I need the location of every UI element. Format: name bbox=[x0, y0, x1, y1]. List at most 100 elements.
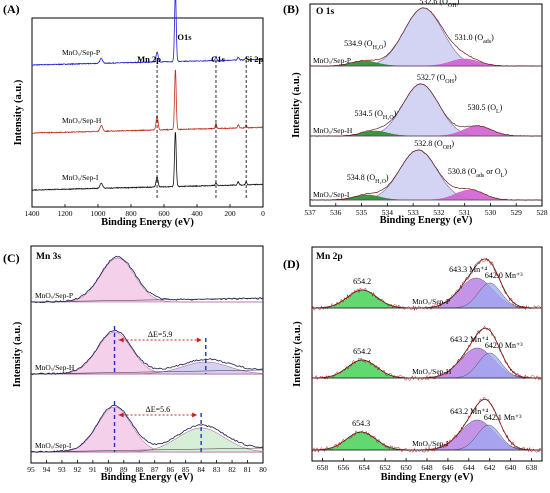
panel-a-peak-label-si2p: Si 2p bbox=[245, 54, 263, 64]
panel-c-xtick-label: 88 bbox=[136, 465, 144, 474]
panel-d-xtick-label: 654 bbox=[359, 463, 371, 472]
panel-a-xtick-label: 1200 bbox=[58, 209, 73, 218]
panel-b-ylabel: Intensity (a.u.) bbox=[291, 72, 302, 138]
panel-b-sample-label: MnOₓ/Sep-I bbox=[313, 190, 350, 199]
panel-c-xtick-label: 90 bbox=[105, 465, 113, 474]
panel-b-peak-label-oh: 532.6 (OOH) bbox=[419, 0, 459, 9]
panel-a-xtick-label: 1400 bbox=[25, 209, 40, 218]
panel-b-peak-label-oh: 532.8 (OOH) bbox=[414, 139, 454, 151]
panel-a: (A) 1400 1200 1000 800 600 400 200 0 Binding Ener… bbox=[3, 0, 265, 228]
panel-d-peak-label-mn3: 642.0 Mn⁺³ bbox=[485, 271, 523, 280]
panel-a-xtick-label: 800 bbox=[125, 209, 137, 218]
panel-a-xtick-label: 0 bbox=[261, 209, 265, 218]
panel-c-xtick-label: 86 bbox=[166, 465, 174, 474]
panel-c-xtick-label: 82 bbox=[228, 465, 236, 474]
panel-c-sample-label: MnOₓ/Sep-P bbox=[35, 291, 73, 300]
panel-c-xtick-label: 89 bbox=[120, 465, 128, 474]
panel-c-xtick-label: 94 bbox=[43, 465, 51, 474]
panel-c-delta-label: ΔE=5.9 bbox=[148, 330, 173, 339]
panel-d-sample-label: MnOₓ/Sep-P bbox=[412, 297, 450, 306]
panel-a-peak-label-o1s: O1s bbox=[177, 32, 192, 42]
panel-b-xtick-label: 533 bbox=[407, 208, 419, 217]
panel-a-series-line bbox=[31, 131, 264, 192]
panel-a-peak-label-c1s: C1s bbox=[211, 54, 225, 64]
panel-d-peak-label-654: 654.2 bbox=[353, 347, 371, 356]
panel-d-peak-label-mn4: 643.3 Mn⁺⁴ bbox=[449, 265, 487, 274]
panel-b-xtick-label: 535 bbox=[356, 208, 368, 217]
panel-c-xtick-label: 92 bbox=[74, 465, 82, 474]
panel-b-peak-label-low: 531.0 (Oads) bbox=[455, 33, 494, 45]
panel-c-label: (C) bbox=[3, 251, 20, 265]
panel-b-envelope-line bbox=[309, 149, 543, 201]
panel-b-xtick-label: 528 bbox=[536, 208, 548, 217]
panel-b-peak-label-h2o: 534.8 (OH₂O) bbox=[347, 173, 389, 185]
panel-b-xtick-label: 529 bbox=[511, 208, 523, 217]
panel-b-xtick-label: 531 bbox=[459, 208, 471, 217]
panel-d-xtick-label: 644 bbox=[463, 463, 475, 472]
panel-d-xtick-label: 650 bbox=[400, 463, 412, 472]
panel-d-raw-line bbox=[311, 397, 542, 453]
panel-d-sample-label: MnOₓ/Sep-H bbox=[412, 367, 452, 376]
panel-d-title: Mn 2p bbox=[316, 252, 343, 262]
panel-b-peak-label-oh: 532.7 (OOH) bbox=[417, 73, 457, 85]
panel-c-baseline bbox=[30, 297, 264, 303]
panel-c-xtick-label: 83 bbox=[213, 465, 221, 474]
panel-c-xtick-label: 87 bbox=[151, 465, 159, 474]
panel-c-ylabel: Intensity (a.u.) bbox=[12, 321, 23, 387]
panel-d-raw-line bbox=[311, 325, 542, 382]
panel-d-peak-label-mn3: 642.0 Mn⁺³ bbox=[485, 341, 523, 350]
panel-a-ylabel: Intensity (a.u.) bbox=[13, 79, 24, 145]
panel-a-legend-label: MnOₓ/Sep-I bbox=[62, 173, 99, 182]
panel-b-xlabel: Binding Energy (eV) bbox=[380, 215, 473, 226]
panel-c-title: Mn 3s bbox=[36, 252, 61, 262]
panel-a-label: (A) bbox=[3, 2, 20, 16]
panel-d-xtick-label: 642 bbox=[484, 463, 496, 472]
panel-c-xlabel: Binding Energy (eV) bbox=[101, 472, 194, 483]
panel-b-label: (B) bbox=[283, 2, 299, 16]
panel-c-xtick-label: 91 bbox=[89, 465, 97, 474]
panel-c-xtick-label: 95 bbox=[27, 465, 35, 474]
panel-b-sample-label: MnOₓ/Sep-H bbox=[313, 126, 353, 135]
panel-c-frame bbox=[30, 245, 264, 464]
panel-c-xtick-label: 84 bbox=[197, 465, 205, 474]
panel-b-title: O 1s bbox=[316, 7, 335, 17]
panel-d-xtick-label: 652 bbox=[380, 463, 392, 472]
panel-d-ylabel: Intensity (a.u.) bbox=[292, 321, 303, 387]
panel-a-series-line bbox=[31, 69, 264, 134]
panel-a-frame bbox=[31, 17, 264, 208]
panel-c-xtick-label: 81 bbox=[244, 465, 252, 474]
panel-d-peak-label-654: 654.2 bbox=[353, 277, 371, 286]
panel-a-xlabel: Binding Energy (eV) bbox=[101, 217, 194, 228]
panel-d-xtick-label: 656 bbox=[338, 463, 350, 472]
panel-b-sample-label: MnOₓ/Sep-P bbox=[313, 56, 351, 65]
panel-c: (C) Mn 3s 95 94 93 92 91 90 89 88 87 86 85 84 83 82 81 80… bbox=[3, 245, 267, 483]
panel-b-peak-label-h2o: 534.9 (OH₂O) bbox=[344, 39, 386, 51]
panel-b-xtick-label: 536 bbox=[330, 208, 342, 217]
panel-c-xtick-label: 85 bbox=[182, 465, 190, 474]
panel-d-peak-label-654: 654.3 bbox=[352, 419, 370, 428]
panel-b-xtick-label: 530 bbox=[485, 208, 497, 217]
panel-c-arrow-head bbox=[192, 412, 198, 418]
panel-c-arrow-head bbox=[118, 337, 124, 343]
panel-d-peak-label-mn4: 643.2 Mn⁺⁴ bbox=[450, 335, 488, 344]
panel-d-xtick-label: 658 bbox=[317, 463, 329, 472]
panel-a-xtick-label: 200 bbox=[224, 209, 236, 218]
panel-a-series-line bbox=[31, 0, 264, 66]
panel-c-xtick-label: 80 bbox=[259, 465, 267, 474]
panel-c-envelope-line bbox=[31, 404, 264, 454]
panel-c-sample-label: MnOₓ/Sep-I bbox=[35, 441, 72, 450]
panel-c-arrow-head bbox=[118, 412, 124, 418]
panel-d-peak-label-mn4: 643.2 Mn⁺⁴ bbox=[450, 407, 488, 416]
panel-c-xtick-label: 93 bbox=[58, 465, 66, 474]
panel-c-envelope-line bbox=[30, 255, 264, 304]
panel-b-envelope-line bbox=[310, 83, 543, 137]
panel-c-delta-label: ΔE=5.6 bbox=[146, 405, 171, 414]
panel-a-xtick-label: 600 bbox=[158, 209, 170, 218]
panel-d-sample-label: MnOₓ/Sep-I bbox=[412, 439, 449, 448]
panel-d-peak-label-mn3: 642.1 Mn⁺³ bbox=[484, 413, 522, 422]
panel-c-baseline bbox=[30, 447, 264, 453]
panel-b-peak-label-h2o: 534.5 (OH₂O) bbox=[354, 109, 396, 121]
panel-b-xtick-label: 537 bbox=[304, 208, 316, 217]
panel-c-envelope-line bbox=[30, 329, 264, 376]
